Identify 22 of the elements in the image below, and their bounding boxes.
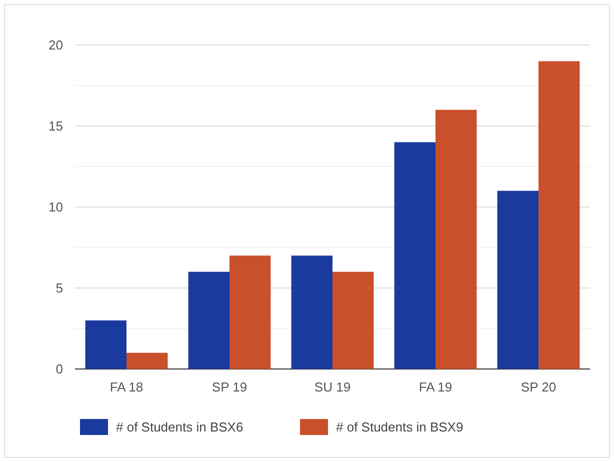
bar — [436, 110, 477, 369]
x-tick-label: SP 20 — [520, 380, 556, 395]
legend-label: # of Students in BSX9 — [336, 420, 464, 435]
y-tick-label: 5 — [56, 280, 63, 296]
y-tick-label: 20 — [48, 38, 63, 53]
legend-label: # of Students in BSX6 — [116, 420, 244, 435]
x-tick-label: FA 18 — [110, 380, 144, 395]
bar — [332, 272, 374, 369]
y-tick-label: 15 — [48, 118, 63, 134]
bar — [188, 272, 230, 369]
x-tick-label: FA 19 — [418, 380, 452, 395]
bar — [85, 320, 126, 369]
y-tick-label: 10 — [48, 200, 63, 215]
bar — [538, 61, 580, 369]
bar — [126, 352, 168, 369]
bar — [497, 190, 538, 369]
bar — [230, 256, 271, 369]
bar — [394, 142, 436, 369]
x-tick-label: SU 19 — [314, 380, 351, 395]
bar — [291, 256, 332, 369]
y-tick-label: 0 — [56, 362, 63, 377]
x-tick-label: SP 19 — [212, 380, 248, 395]
